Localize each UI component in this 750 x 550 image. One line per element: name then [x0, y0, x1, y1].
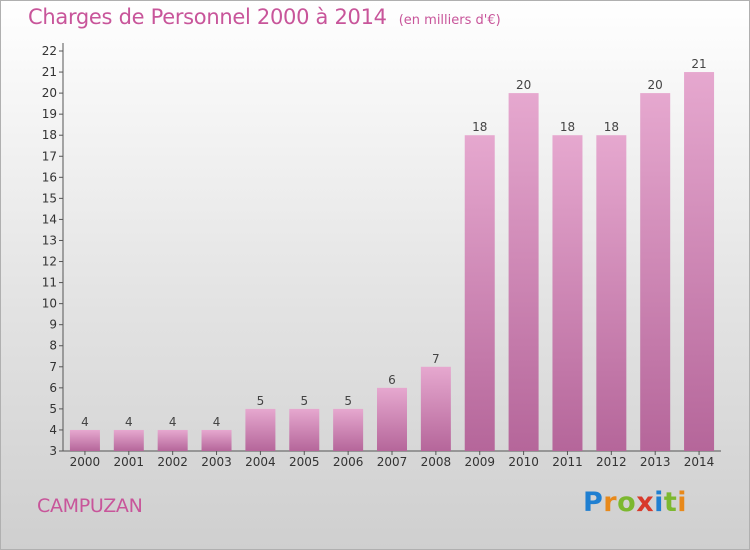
bar: [69, 429, 100, 451]
bar: [464, 135, 495, 452]
x-tick-label: 2014: [684, 455, 715, 469]
x-tick-label: 2001: [114, 455, 145, 469]
chart-title-text: Charges de Personnel 2000 à 2014: [28, 5, 387, 29]
bar: [289, 408, 320, 451]
bar-value-label: 20: [648, 78, 663, 92]
bar: [333, 408, 364, 451]
x-tick-label: 2002: [157, 455, 188, 469]
x-tick-label: 2005: [289, 455, 320, 469]
bar-value-label: 4: [81, 415, 89, 429]
y-tick-label: 22: [42, 44, 57, 58]
bar-value-label: 4: [213, 415, 221, 429]
y-tick-label: 20: [42, 86, 57, 100]
bar-value-label: 5: [300, 394, 308, 408]
logo-letter: i: [654, 487, 664, 518]
x-tick-label: 2009: [464, 455, 495, 469]
y-tick-label: 19: [42, 107, 57, 121]
y-tick-label: 3: [49, 444, 57, 458]
bar-value-label: 5: [344, 394, 352, 408]
x-tick-label: 2012: [596, 455, 627, 469]
bar: [157, 429, 188, 451]
bar-value-label: 7: [432, 352, 440, 366]
bar: [420, 366, 451, 451]
bar-value-label: 4: [125, 415, 133, 429]
chart-title: Charges de Personnel 2000 à 2014 (en mill…: [28, 5, 501, 29]
logo-letter: o: [617, 487, 637, 518]
logo-letter: x: [636, 487, 655, 518]
y-tick-label: 6: [49, 381, 57, 395]
x-tick-label: 2008: [421, 455, 452, 469]
y-tick-label: 18: [42, 128, 57, 142]
y-tick-label: 8: [49, 339, 57, 353]
y-tick-label: 7: [49, 360, 57, 374]
bar-value-label: 18: [604, 120, 619, 134]
logo-letter: P: [583, 487, 604, 518]
bar-value-label: 18: [472, 120, 487, 134]
bar-value-label: 6: [388, 373, 396, 387]
bar: [113, 429, 144, 451]
bar-value-label: 18: [560, 120, 575, 134]
y-tick-label: 14: [42, 212, 57, 226]
bar: [684, 72, 715, 451]
bar: [377, 387, 407, 451]
y-tick-label: 5: [49, 402, 57, 416]
x-tick-label: 2007: [377, 455, 408, 469]
bar-value-label: 5: [257, 394, 265, 408]
y-tick-label: 21: [42, 65, 57, 79]
logo-letter: r: [603, 487, 618, 518]
y-tick-label: 13: [42, 233, 57, 247]
bar: [640, 93, 671, 452]
y-tick-label: 16: [42, 170, 57, 184]
x-tick-label: 2013: [640, 455, 671, 469]
bar-value-label: 4: [169, 415, 177, 429]
y-tick-label: 17: [42, 149, 57, 163]
bar: [508, 93, 539, 452]
y-tick-label: 4: [49, 423, 57, 437]
x-tick-label: 2000: [70, 455, 101, 469]
bar: [245, 408, 276, 451]
y-tick-label: 9: [49, 318, 57, 332]
x-tick-label: 2003: [201, 455, 232, 469]
y-tick-label: 15: [42, 191, 57, 205]
bar: [596, 135, 627, 452]
bar: [201, 429, 232, 451]
x-tick-label: 2006: [333, 455, 364, 469]
x-tick-label: 2010: [508, 455, 539, 469]
y-tick-label: 11: [42, 276, 57, 290]
x-tick-label: 2004: [245, 455, 276, 469]
bar-value-label: 21: [691, 57, 706, 71]
y-tick-label: 12: [42, 255, 57, 269]
x-tick-label: 2011: [552, 455, 583, 469]
logo-letter: t: [663, 487, 678, 518]
bar-value-label: 20: [516, 78, 531, 92]
chart-subtitle: (en milliers d'€): [398, 13, 501, 28]
y-tick-label: 10: [42, 297, 57, 311]
proxiti-logo: Proxiti: [583, 487, 687, 518]
logo-letter: i: [677, 487, 688, 518]
commune-name: CAMPUZAN: [37, 495, 143, 517]
bar: [552, 135, 583, 452]
